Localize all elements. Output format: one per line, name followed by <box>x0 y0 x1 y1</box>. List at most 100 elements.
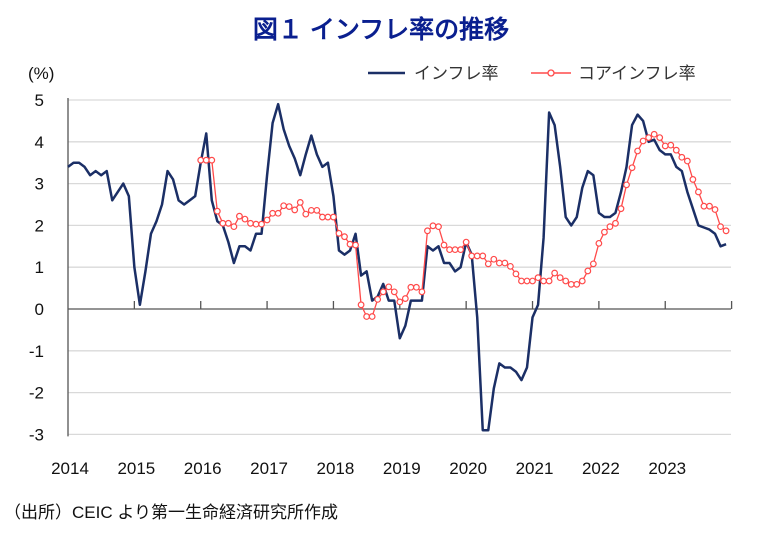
x-tick-label: 2023 <box>648 459 686 478</box>
core-inflation-point <box>307 206 315 214</box>
core-inflation-point <box>551 269 559 277</box>
core-inflation-point <box>479 252 487 260</box>
core-inflation-point <box>407 283 415 291</box>
core-inflation-point <box>606 223 614 231</box>
x-tick-label: 2017 <box>250 459 288 478</box>
y-tick-label: 5 <box>35 91 44 110</box>
core-inflation-point <box>617 205 625 213</box>
core-inflation-point <box>667 141 675 149</box>
core-inflation-point <box>374 295 382 303</box>
core-inflation-point <box>324 213 332 221</box>
core-inflation-point <box>457 246 465 254</box>
core-inflation-point <box>230 223 238 231</box>
core-inflation-point <box>717 223 724 231</box>
core-inflation-point <box>534 274 542 282</box>
core-inflation-point <box>247 219 254 227</box>
core-inflation-point <box>197 156 205 164</box>
core-inflation-point <box>711 206 719 213</box>
core-inflation-point <box>446 246 453 254</box>
core-inflation-point <box>484 260 492 268</box>
core-inflation-point <box>490 255 498 263</box>
core-inflation-point <box>573 280 581 288</box>
core-inflation-point <box>578 277 586 285</box>
legend-headline-label: インフレ率 <box>414 64 499 83</box>
y-axis-label: (%) <box>28 64 54 83</box>
core-inflation-point <box>595 239 603 247</box>
x-tick-label: 2022 <box>582 459 620 478</box>
x-tick-label: 2019 <box>383 459 421 478</box>
core-inflation-point <box>634 147 641 155</box>
core-inflation-point <box>424 227 431 235</box>
core-inflation-point <box>706 202 713 210</box>
x-tick-label: 2015 <box>117 459 155 478</box>
core-inflation-point <box>545 277 553 285</box>
core-inflation-point <box>567 280 575 288</box>
core-inflation-point <box>440 241 448 249</box>
core-inflation-point <box>628 164 636 172</box>
core-inflation-point <box>468 252 476 260</box>
core-inflation-point <box>612 219 619 227</box>
core-inflation-point <box>258 220 265 228</box>
core-inflation-point <box>241 215 249 223</box>
core-inflation-point <box>357 301 365 309</box>
core-inflation-point <box>473 252 481 260</box>
core-inflation-point <box>379 288 387 296</box>
core-inflation-point <box>523 277 531 285</box>
x-tick-label: 2014 <box>51 459 89 478</box>
core-inflation-point <box>722 227 730 235</box>
core-inflation-point <box>412 283 420 291</box>
core-inflation-point <box>346 240 354 248</box>
core-inflation-point <box>385 283 393 291</box>
core-inflation-point <box>291 206 299 214</box>
legend-core-marker <box>547 69 555 77</box>
core-inflation-point <box>501 259 509 267</box>
core-inflation-point <box>507 262 514 270</box>
core-inflation-point <box>368 313 376 320</box>
core-inflation-point <box>280 202 288 210</box>
chart-title: 図１ インフレ率の推移 <box>252 16 510 44</box>
core-inflation-point <box>451 246 459 254</box>
core-inflation-point <box>695 188 702 196</box>
core-inflation-point <box>263 216 271 224</box>
core-inflation-point <box>589 260 597 268</box>
core-inflation-point <box>335 229 343 237</box>
core-inflation-point <box>650 130 658 138</box>
y-tick-label: 2 <box>35 216 44 235</box>
core-inflation-point <box>645 134 653 142</box>
core-inflation-point <box>202 156 210 164</box>
core-inflation-point <box>518 277 525 285</box>
core-inflation-point <box>678 153 686 161</box>
core-inflation-point <box>623 181 630 189</box>
core-inflation-point <box>252 220 260 228</box>
core-inflation-point <box>689 176 697 183</box>
core-inflation-point <box>512 270 520 278</box>
x-tick-label: 2016 <box>184 459 222 478</box>
core-inflation-point <box>341 233 348 241</box>
core-inflation-point <box>661 142 669 150</box>
legend: インフレ率 コアインフレ率 <box>368 64 696 83</box>
core-inflation-point <box>639 137 647 145</box>
core-inflation-point <box>269 209 277 217</box>
core-inflation-point <box>285 203 293 210</box>
y-tick-label: 1 <box>35 258 44 277</box>
core-inflation-point <box>236 212 243 220</box>
core-inflation-point <box>401 295 409 302</box>
core-inflation-point <box>224 219 232 227</box>
core-inflation-point <box>540 277 547 285</box>
core-inflation-point <box>529 277 536 285</box>
core-inflation-point <box>396 298 404 306</box>
x-tick-label: 2018 <box>317 459 355 478</box>
headline-inflation-line <box>67 102 727 432</box>
x-tick-label: 2020 <box>449 459 487 478</box>
y-tick-label: 3 <box>35 175 44 194</box>
core-inflation-point <box>601 228 608 236</box>
core-inflation-point <box>683 157 691 165</box>
core-inflation-point <box>556 274 564 282</box>
core-inflation-point <box>318 213 326 221</box>
x-tick-label: 2021 <box>516 459 554 478</box>
core-inflation-point <box>274 209 282 217</box>
core-inflation-point <box>363 313 371 320</box>
legend-core-label: コアインフレ率 <box>578 64 696 83</box>
y-tick-label: 4 <box>35 133 44 152</box>
